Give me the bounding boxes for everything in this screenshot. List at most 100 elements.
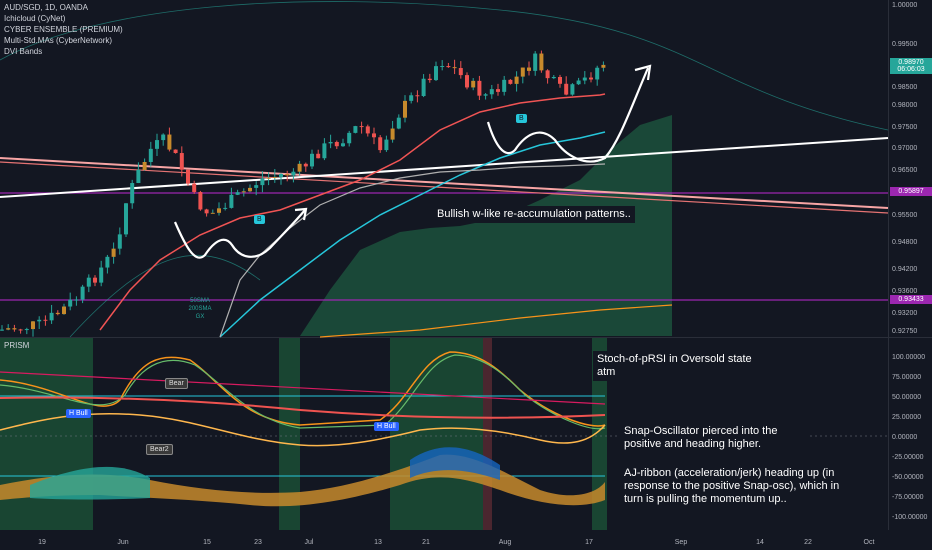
candle-body [440, 66, 445, 68]
candle-body [496, 89, 500, 92]
candle-body [589, 77, 593, 80]
candle-body [310, 153, 314, 167]
osc-zone [279, 338, 300, 530]
hand-drawings [173, 64, 652, 259]
w-pattern-drawing-1 [173, 209, 306, 259]
aj-ribbon-green-1 [30, 466, 150, 500]
time-tick-label: 23 [254, 539, 262, 546]
time-tick-label: 17 [585, 539, 593, 546]
legend-multi-std-mas[interactable]: Multi-Std.MAs (CyberNetwork) [4, 36, 113, 45]
candle-body [192, 183, 197, 193]
osc-zone-red [483, 338, 492, 530]
candle-body [80, 286, 85, 300]
candle-body [217, 208, 221, 213]
candle-body [136, 169, 141, 184]
time-tick-label: 13 [374, 539, 382, 546]
candle-body [601, 64, 606, 68]
aj-ribbon-note: AJ-ribbon (acceleration/jerk) heading up… [620, 465, 853, 508]
stoch-rsi-note: Stoch-of-pRSI in Oversold state atm [593, 351, 756, 381]
legend-dvi-bands[interactable]: DVI Bands [4, 47, 43, 56]
candle-body [483, 94, 488, 96]
price-tick-label: 0.93600 [892, 288, 917, 295]
time-tick-label: 15 [203, 539, 211, 546]
candle-body [6, 328, 11, 330]
candle-body [576, 80, 581, 85]
candle-body [551, 76, 556, 79]
time-tick-label: 14 [756, 539, 764, 546]
candle-body [471, 80, 476, 88]
prism-label[interactable]: PRISM [4, 341, 30, 350]
candle-body [539, 53, 544, 71]
candle-body [545, 70, 550, 79]
candle-body [558, 76, 562, 84]
candle-body [285, 173, 290, 176]
osc-tick-label: 50.00000 [892, 394, 921, 401]
candle-body [458, 68, 463, 76]
candle-body [297, 163, 302, 172]
osc-tick-label: 75.00000 [892, 374, 921, 381]
candle-body [427, 78, 432, 81]
aj-ribbon-blue [410, 447, 500, 480]
bear2-tag: Bear2 [146, 444, 173, 455]
candle-body [372, 133, 376, 138]
w-pattern-arrow-2 [634, 64, 652, 81]
legend-cyber-ensemble[interactable]: CYBER ENSEMBLE (PREMIUM) [4, 25, 123, 34]
legend-ichicloud[interactable]: Ichicloud (CyNet) [4, 14, 66, 23]
candle-body [105, 256, 110, 268]
osc-signal-red [0, 396, 606, 419]
dvi-band-upper [0, 1, 889, 131]
oscillator-axis: 100.00000 75.00000 50.00000 25.00000 0.00000… [892, 354, 928, 521]
h-bull-tag-2: H Bull [374, 422, 399, 431]
time-tick-label: Sep [675, 539, 688, 546]
candle-body [142, 162, 147, 170]
candle-body [508, 79, 513, 84]
ichimoku-cloud [300, 115, 672, 336]
candle-body [421, 78, 426, 97]
candle-body [353, 126, 358, 133]
b-marker-2: B [516, 114, 527, 123]
candle-body [527, 67, 531, 71]
price-tick-label: 0.93200 [892, 310, 917, 317]
time-tick-label: Oct [864, 539, 875, 546]
candle-body [229, 194, 234, 208]
candle-body [86, 277, 91, 287]
candle-body [37, 319, 42, 322]
dvi-band-lower [69, 254, 261, 338]
candle-body [322, 143, 327, 159]
time-tick-label: Jul [305, 539, 314, 546]
osc-zone [0, 338, 93, 530]
candle-body [415, 95, 420, 97]
level-lower-tag: 0.93433 [890, 295, 932, 304]
price-tick-label: 0.98000 [892, 102, 917, 109]
candle-body [167, 134, 172, 150]
candle-body [384, 139, 389, 151]
ma-blue [219, 131, 606, 338]
candle-body [502, 79, 507, 92]
w-pattern-note: Bullish w-like re-accumulation patterns.… [433, 206, 635, 223]
candle-body [570, 84, 575, 95]
candle-body [62, 306, 66, 315]
osc-tick-label: -75.00000 [892, 494, 924, 501]
candle-body [434, 66, 438, 81]
price-tick-label: 0.92750 [892, 328, 917, 335]
indicator-lines [0, 1, 889, 338]
candle-body [564, 83, 569, 95]
candle-body [334, 141, 339, 147]
time-tick-label: 22 [804, 539, 812, 546]
candle-body [390, 128, 395, 140]
candle-body [489, 89, 494, 95]
candle-body [465, 75, 469, 88]
candle-body [452, 67, 457, 69]
legend-symbol[interactable]: AUD/SGD, 1D, OANDA [4, 3, 89, 12]
price-tick-label: 0.97500 [892, 124, 917, 131]
countdown-value: 06:06:03 [897, 66, 925, 73]
candle-body [403, 100, 407, 118]
candle-body [409, 95, 414, 101]
candle-body [582, 77, 587, 81]
price-tick-label: 0.95500 [892, 212, 917, 219]
candle-body [210, 212, 215, 214]
candle-body [533, 53, 538, 71]
candle-body [117, 234, 122, 249]
candle-body [514, 76, 519, 84]
price-tick-label: 0.94200 [892, 266, 917, 273]
